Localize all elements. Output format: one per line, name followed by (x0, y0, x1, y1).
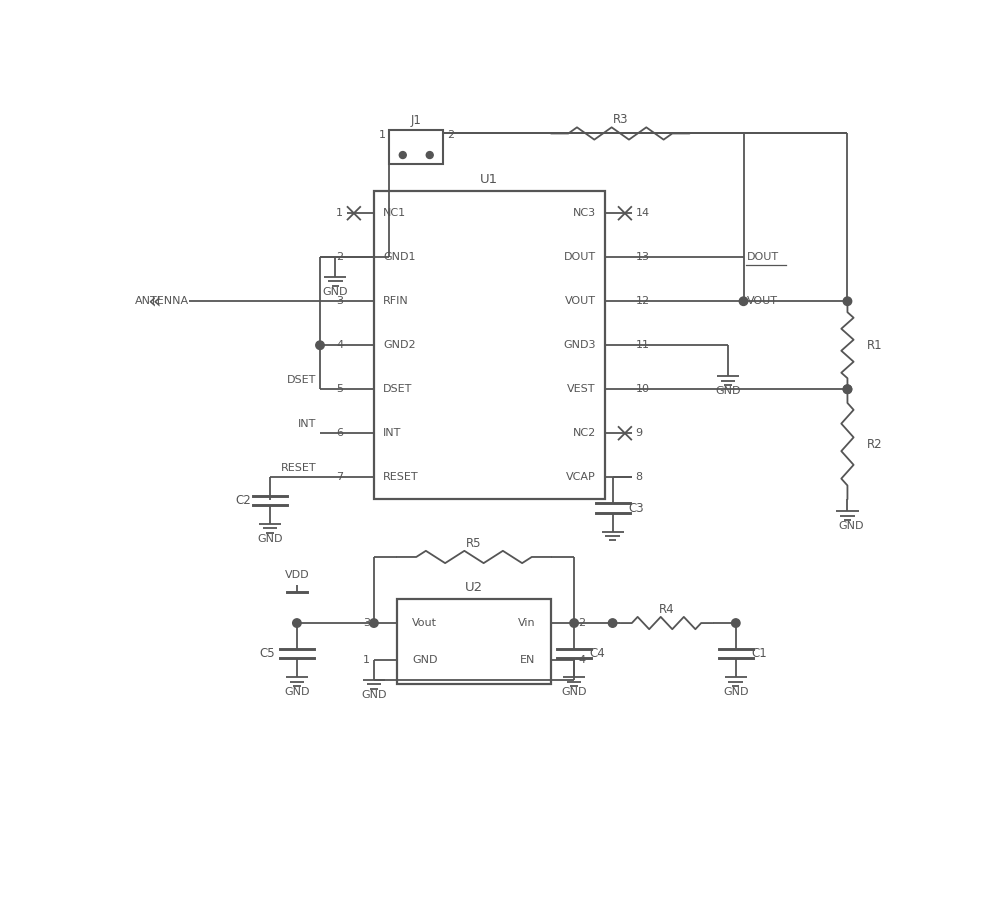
Text: 13: 13 (636, 252, 650, 262)
Text: C3: C3 (628, 502, 644, 514)
Circle shape (316, 341, 324, 349)
Circle shape (843, 297, 852, 306)
Circle shape (732, 619, 740, 628)
Circle shape (570, 619, 578, 628)
Text: C5: C5 (260, 648, 275, 660)
Text: EN: EN (520, 656, 536, 666)
Text: U2: U2 (465, 581, 483, 594)
Text: GND3: GND3 (563, 340, 596, 350)
Text: 1: 1 (336, 209, 343, 219)
Text: GND: GND (715, 386, 741, 396)
Text: RFIN: RFIN (383, 297, 409, 307)
Bar (389, 130, 443, 164)
Text: 12: 12 (636, 297, 650, 307)
Text: INT: INT (383, 428, 402, 438)
Text: J1: J1 (411, 114, 422, 127)
Text: DSET: DSET (287, 375, 316, 385)
Text: GND2: GND2 (383, 340, 416, 350)
Text: C1: C1 (751, 648, 767, 660)
Circle shape (843, 385, 852, 394)
Text: NC2: NC2 (572, 428, 596, 438)
Text: GND: GND (561, 688, 587, 697)
Text: 1: 1 (378, 130, 385, 140)
Text: 2: 2 (336, 252, 343, 262)
Bar (397, 600, 551, 684)
Text: 3: 3 (336, 297, 343, 307)
Text: RESET: RESET (383, 473, 419, 483)
Text: DOUT: DOUT (564, 252, 596, 262)
Text: R4: R4 (659, 602, 674, 616)
Text: GND: GND (723, 688, 749, 697)
Text: 2: 2 (578, 618, 585, 628)
Text: 10: 10 (636, 385, 650, 395)
Text: GND: GND (839, 522, 864, 532)
Text: 3: 3 (363, 618, 370, 628)
Text: R3: R3 (613, 113, 628, 126)
Text: DOUT: DOUT (747, 252, 779, 262)
Circle shape (399, 151, 406, 159)
Text: Vin: Vin (518, 618, 536, 628)
Text: 2: 2 (447, 130, 454, 140)
Text: C2: C2 (235, 493, 251, 507)
Text: 5: 5 (336, 385, 343, 395)
Text: VOUT: VOUT (565, 297, 596, 307)
Circle shape (426, 151, 433, 159)
Circle shape (293, 619, 301, 628)
Circle shape (843, 385, 852, 394)
Text: GND: GND (257, 534, 283, 544)
Text: 4: 4 (336, 340, 343, 350)
Text: C4: C4 (590, 648, 605, 660)
Text: ANTENNA: ANTENNA (135, 297, 189, 307)
Bar (374, 191, 605, 499)
Text: NC1: NC1 (383, 209, 406, 219)
Text: DSET: DSET (383, 385, 413, 395)
Text: GND: GND (412, 656, 438, 666)
Text: 6: 6 (336, 428, 343, 438)
Text: 8: 8 (636, 473, 643, 483)
Text: GND: GND (284, 688, 310, 697)
Text: 1: 1 (363, 656, 370, 666)
Text: RESET: RESET (281, 463, 316, 473)
Text: U1: U1 (480, 173, 498, 186)
Text: 7: 7 (336, 473, 343, 483)
Text: VOUT: VOUT (747, 297, 778, 307)
Circle shape (608, 619, 617, 628)
Text: GND: GND (361, 690, 387, 700)
Text: Vout: Vout (412, 618, 437, 628)
Text: 11: 11 (636, 340, 650, 350)
Text: VDD: VDD (285, 571, 309, 580)
Text: VEST: VEST (567, 385, 596, 395)
Text: NC3: NC3 (573, 209, 596, 219)
Text: VCAP: VCAP (566, 473, 596, 483)
Text: GND1: GND1 (383, 252, 416, 262)
Text: «: « (148, 291, 161, 311)
Circle shape (739, 297, 748, 306)
Text: R2: R2 (867, 438, 882, 451)
Circle shape (370, 619, 378, 628)
Text: R5: R5 (466, 537, 482, 550)
Text: 4: 4 (578, 656, 585, 666)
Text: INT: INT (298, 419, 316, 429)
Text: 9: 9 (636, 428, 643, 438)
Text: R1: R1 (867, 338, 882, 352)
Text: 14: 14 (636, 209, 650, 219)
Text: GND: GND (323, 287, 348, 297)
